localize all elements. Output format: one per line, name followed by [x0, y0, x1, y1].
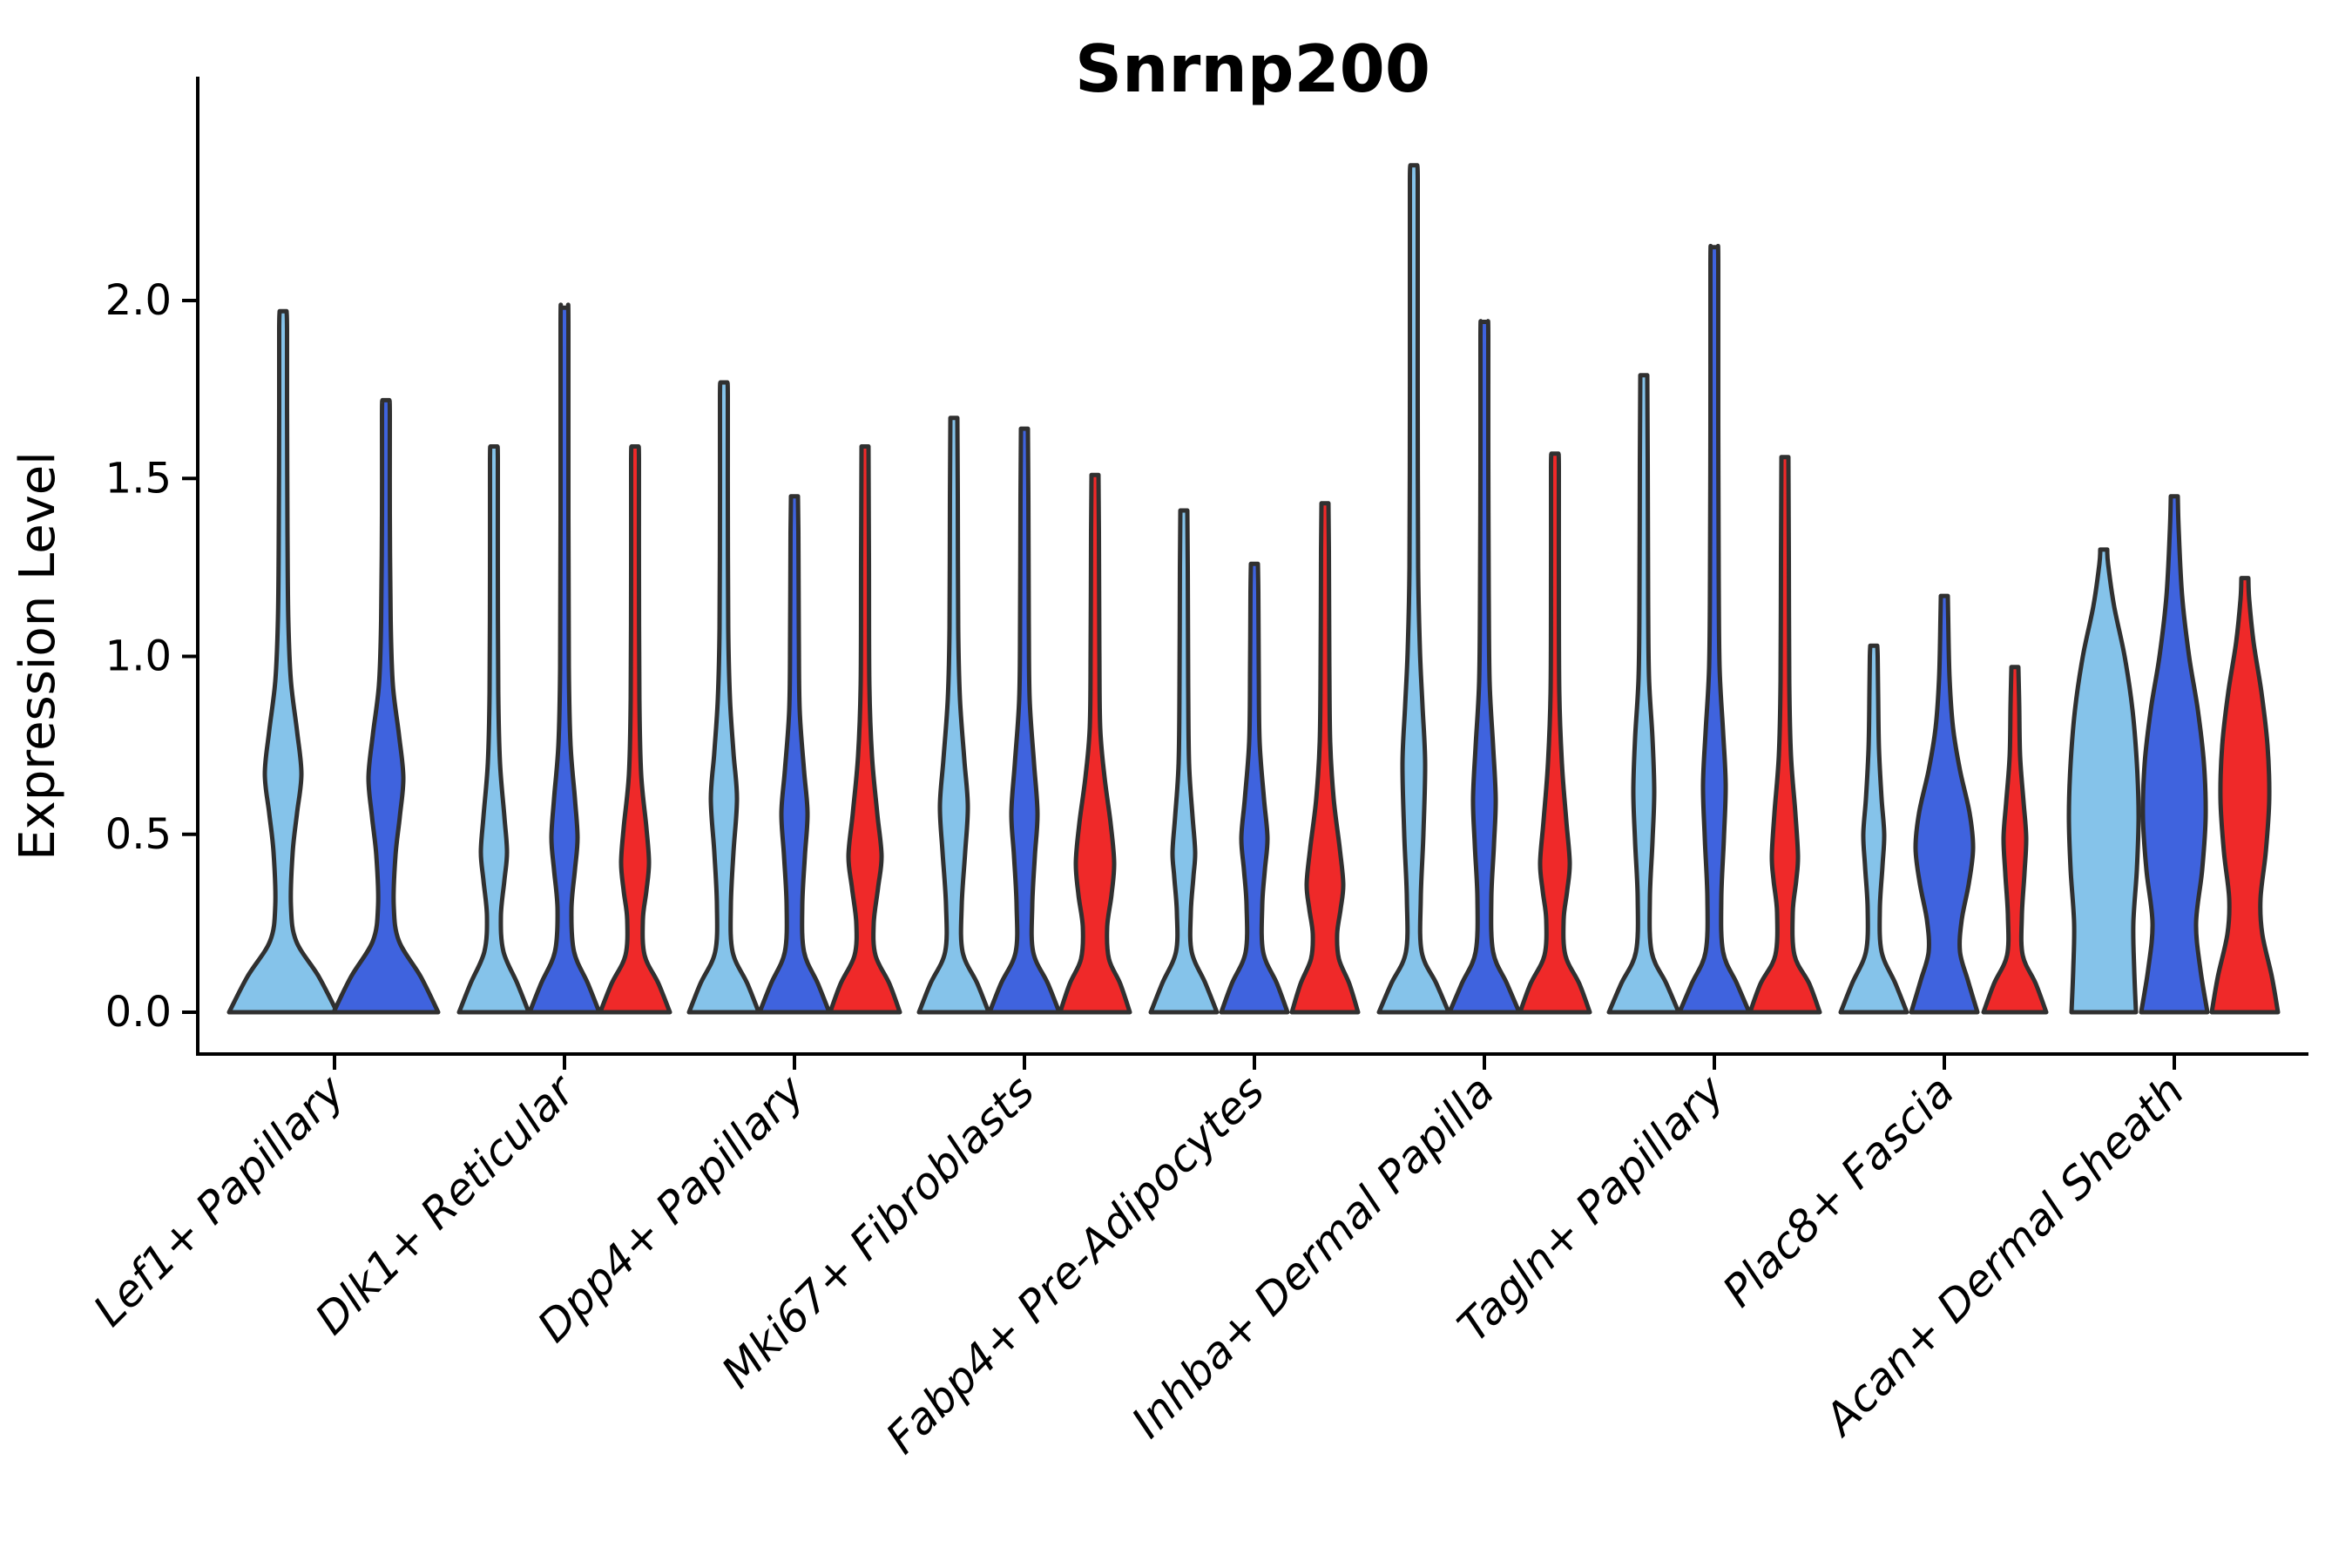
violin-group-lef1-papillary — [226, 308, 441, 1015]
violin-acan-dermal-sheath-light_blue — [2066, 547, 2141, 1015]
violin-group-mki67-fibroblasts — [916, 416, 1132, 1015]
x-tick-label-plac8-fascia: Plac8+ Fascia — [1713, 1065, 1964, 1316]
violin-fabp4-pre-adipocytes-dark_blue — [1219, 561, 1290, 1015]
violin-group-dpp4-papillary — [686, 380, 902, 1015]
violin-dpp4-papillary-light_blue — [686, 380, 761, 1015]
violin-acan-dermal-sheath-red — [2209, 576, 2281, 1015]
violin-layer — [226, 163, 2281, 1015]
violin-tagln-papillary-dark_blue — [1677, 243, 1752, 1015]
violin-inhba-dermal-papilla-dark_blue — [1447, 319, 1522, 1015]
x-tick-label-fabp4-pre-adipocytes: Fabp4+ Pre-Adipocytes — [876, 1065, 1274, 1463]
violin-tagln-papillary-red — [1747, 455, 1822, 1015]
x-tick-label-inhba-dermal-papilla: Inhba+ Dermal Papilla — [1122, 1065, 1504, 1447]
violin-group-dlk1-reticular — [456, 302, 672, 1015]
violin-lef1-papillary-light_blue — [226, 308, 340, 1015]
violin-group-inhba-dermal-papilla — [1376, 163, 1592, 1015]
violin-plac8-fascia-dark_blue — [1909, 593, 1980, 1015]
violin-plac8-fascia-light_blue — [1838, 643, 1909, 1015]
y-tick-label-2.0: 2.0 — [105, 276, 172, 325]
violin-inhba-dermal-papilla-light_blue — [1376, 163, 1451, 1015]
violin-dlk1-reticular-light_blue — [456, 444, 531, 1015]
violin-dpp4-papillary-red — [828, 444, 902, 1015]
violin-dlk1-reticular-dark_blue — [527, 302, 602, 1015]
axes-layer — [182, 77, 2308, 1070]
chart-title: Snrnp200 — [1075, 30, 1430, 107]
y-tick-label-0.0: 0.0 — [105, 988, 172, 1037]
y-axis-label: Expression Level — [10, 451, 66, 861]
violin-mki67-fibroblasts-light_blue — [916, 416, 991, 1015]
violin-group-plac8-fascia — [1838, 593, 2049, 1015]
y-tick-label-1.0: 1.0 — [105, 632, 172, 681]
violin-group-fabp4-pre-adipocytes — [1148, 501, 1361, 1015]
violin-dpp4-papillary-dark_blue — [757, 494, 832, 1015]
violin-dlk1-reticular-red — [598, 444, 672, 1015]
violin-mki67-fibroblasts-dark_blue — [987, 426, 1062, 1015]
violin-group-tagln-papillary — [1606, 243, 1822, 1015]
violin-inhba-dermal-papilla-red — [1517, 451, 1592, 1015]
violin-plac8-fascia-red — [1981, 665, 2049, 1015]
violin-lef1-papillary-dark_blue — [331, 397, 441, 1015]
violin-fabp4-pre-adipocytes-light_blue — [1148, 508, 1220, 1015]
x-tick-label-lef1-papillary: Lef1+ Papillary — [84, 1064, 355, 1335]
y-tick-label-1.5: 1.5 — [105, 454, 172, 503]
violin-fabp4-pre-adipocytes-red — [1289, 501, 1361, 1015]
violin-group-acan-dermal-sheath — [2066, 494, 2281, 1015]
violin-tagln-papillary-light_blue — [1606, 373, 1681, 1015]
violin-mki67-fibroblasts-red — [1058, 472, 1132, 1015]
violin-acan-dermal-sheath-dark_blue — [2139, 494, 2210, 1015]
y-tick-label-0.5: 0.5 — [105, 810, 172, 859]
